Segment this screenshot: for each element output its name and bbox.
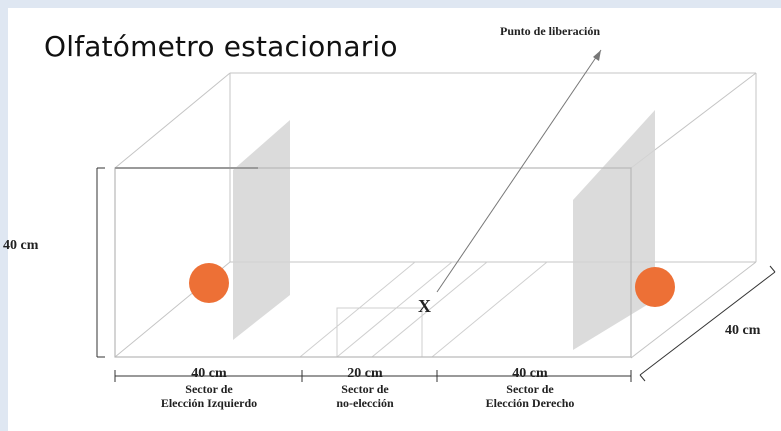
- height-dimension-bracket: [96, 167, 105, 358]
- sector-left-name-line1: Sector de: [185, 382, 233, 396]
- sector-middle-name-line1: Sector de: [341, 382, 389, 396]
- depth-dimension-bracket: [639, 265, 776, 382]
- sector-right: 40 cm Sector de Elección Derecho: [450, 365, 610, 410]
- sector-right-name-line2: Elección Derecho: [485, 396, 575, 410]
- sector-left-length: 40 cm: [191, 366, 227, 381]
- sector-middle: 20 cm Sector de no-elección: [298, 365, 432, 410]
- height-label: 40 cm: [3, 238, 39, 253]
- right-odor-source: [635, 267, 675, 307]
- box-front-face: [114, 167, 632, 358]
- sector-middle-name-line2: no-elección: [336, 396, 394, 410]
- depth-label: 40 cm: [725, 323, 761, 338]
- left-partition: [233, 120, 290, 340]
- floor-sector-lines: [299, 261, 548, 358]
- sector-left: 40 cm Sector de Elección Izquierdo: [130, 365, 288, 410]
- sector-middle-length: 20 cm: [347, 366, 383, 381]
- length-dimension-ruler: [114, 370, 632, 382]
- right-partition: [573, 110, 655, 350]
- sector-left-name-line2: Elección Izquierdo: [160, 396, 258, 410]
- box-back-face: [114, 72, 757, 359]
- sector-right-name-line1: Sector de: [506, 382, 554, 396]
- release-point-label: Punto de liberación: [500, 24, 601, 38]
- diagram-title: Olfatómetro estacionario: [44, 30, 398, 63]
- release-mark: X: [418, 296, 431, 316]
- release-point-arrow: [436, 49, 602, 293]
- left-odor-source: [189, 263, 229, 303]
- sector-right-length: 40 cm: [512, 366, 548, 381]
